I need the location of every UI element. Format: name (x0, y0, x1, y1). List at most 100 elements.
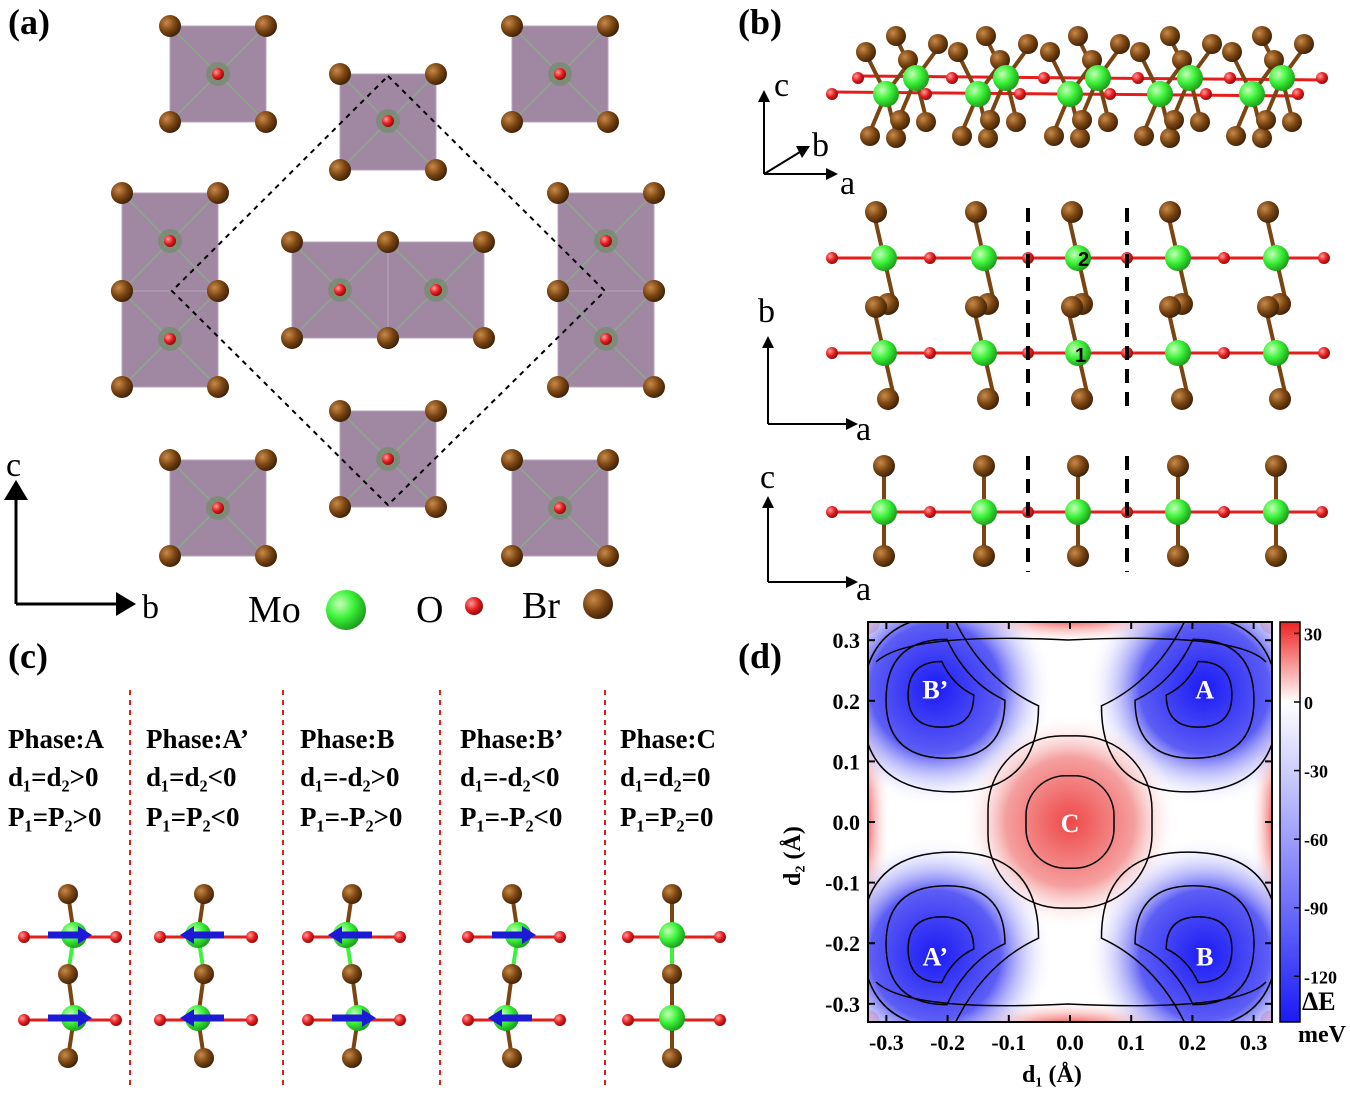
br-atom (1134, 126, 1154, 146)
br-atom (1082, 50, 1102, 70)
br-atom (547, 376, 569, 398)
br-atom (207, 182, 229, 204)
br-atom (643, 376, 665, 398)
o-atom (826, 88, 838, 100)
br-atom (1067, 545, 1089, 567)
br-atom (159, 545, 181, 567)
minimum-label: A’ (923, 942, 949, 971)
heatmap-contours (868, 622, 1272, 1022)
br-atom (1018, 34, 1038, 54)
mo-atom (871, 499, 897, 525)
mo-atom (1165, 245, 1191, 271)
br-atom (1167, 455, 1189, 477)
panel-label-c: (c) (8, 636, 48, 676)
br-atom (1252, 26, 1272, 46)
heatmap-xlabel: d₁ (Å) (1022, 1062, 1082, 1088)
br-atom (255, 15, 277, 37)
polarization-arrowhead (362, 1009, 376, 1027)
o-atom (18, 1014, 30, 1026)
x-tick-label: 0.3 (1240, 1030, 1268, 1055)
phase-c-name: Phase:C (620, 724, 716, 754)
polarization-arrowhead (78, 1009, 92, 1027)
phase-structures (18, 884, 726, 1068)
panel-label-a: (a) (8, 2, 50, 42)
o-atom (1318, 347, 1330, 359)
br-atom (965, 296, 987, 318)
br-atom (501, 15, 523, 37)
o-atom (622, 931, 634, 943)
contour-line (907, 916, 975, 984)
br-atom (977, 388, 999, 410)
br-atom (425, 496, 447, 518)
o-atom (302, 931, 314, 943)
br-atom (377, 327, 399, 349)
br-atom (1044, 126, 1064, 146)
ab-plane-view (826, 201, 1330, 410)
br-atom (1257, 201, 1279, 223)
mo-atom (1065, 499, 1091, 525)
br-atom (329, 63, 351, 85)
mo-atom (1239, 81, 1265, 107)
br-atom (928, 34, 948, 54)
br-atom (1160, 26, 1180, 46)
minimum-label: B (1196, 942, 1213, 971)
octahedra-group (111, 15, 665, 567)
mo-atom (1263, 499, 1289, 525)
polarization-arrowhead (180, 926, 194, 944)
br-atom (948, 42, 968, 62)
br-atom (990, 50, 1010, 70)
colorbar-tick-label: -90 (1304, 899, 1328, 919)
br-atom (342, 884, 362, 904)
contour-line (1165, 916, 1233, 984)
br-atom (643, 182, 665, 204)
br-atom (1252, 128, 1272, 148)
mo-atom (1147, 81, 1173, 107)
mo-atom (1263, 245, 1289, 271)
o-atom (212, 502, 224, 514)
mo-atom (1065, 340, 1091, 366)
legend-o-swatch (465, 597, 483, 615)
unit-cell-outline (170, 74, 607, 507)
br-atom (255, 545, 277, 567)
o-atom (382, 453, 394, 465)
o-atom (154, 931, 166, 943)
o-atom (246, 931, 258, 943)
panel-b-structure: 2 1 (826, 26, 1330, 572)
br-atom (877, 388, 899, 410)
legend-br-swatch (583, 589, 613, 619)
x-tick-label: 0.1 (1117, 1030, 1145, 1055)
x-tick-label: 0.0 (1056, 1030, 1084, 1055)
br-atom (1265, 545, 1287, 567)
br-atom (886, 26, 906, 46)
br-atom (643, 280, 665, 302)
o-atom (554, 502, 566, 514)
br-atom (1006, 112, 1026, 132)
energy-heatmap: -0.3 -0.2 -0.1 0.0 0.1 0.2 0.3 0.3 0.2 0.1 0.0 -0.1… (780, 621, 1347, 1088)
mo-atom (871, 340, 897, 366)
br-atom (58, 1048, 78, 1068)
y-tick-label: 0.0 (833, 810, 861, 835)
contour-line (1025, 775, 1115, 869)
heatmap-ylabel: d₂ (Å) (780, 826, 806, 886)
contour-line (907, 660, 975, 728)
polarization-arrowhead (328, 926, 342, 944)
o-atom (18, 931, 30, 943)
br-atom (255, 111, 277, 133)
br-atom (1098, 112, 1118, 132)
axis-a: c b (4, 447, 159, 626)
o-atom (1218, 252, 1230, 264)
o-atom (462, 1014, 474, 1026)
o-atom (1224, 72, 1236, 84)
y-tick-label: -0.2 (825, 931, 860, 956)
br-atom (425, 63, 447, 85)
contour-line (885, 884, 1006, 1006)
br-atom (281, 327, 303, 349)
mo-atom (971, 245, 997, 271)
mo-atom (971, 499, 997, 525)
axis-b1-label-c: c (774, 67, 789, 104)
contour-line (1165, 660, 1233, 728)
phase-a-prime-name: Phase:A’ (146, 724, 249, 754)
o-atom (110, 1014, 122, 1026)
o-atom (1218, 506, 1230, 518)
polarization-arrowhead (180, 1009, 194, 1027)
